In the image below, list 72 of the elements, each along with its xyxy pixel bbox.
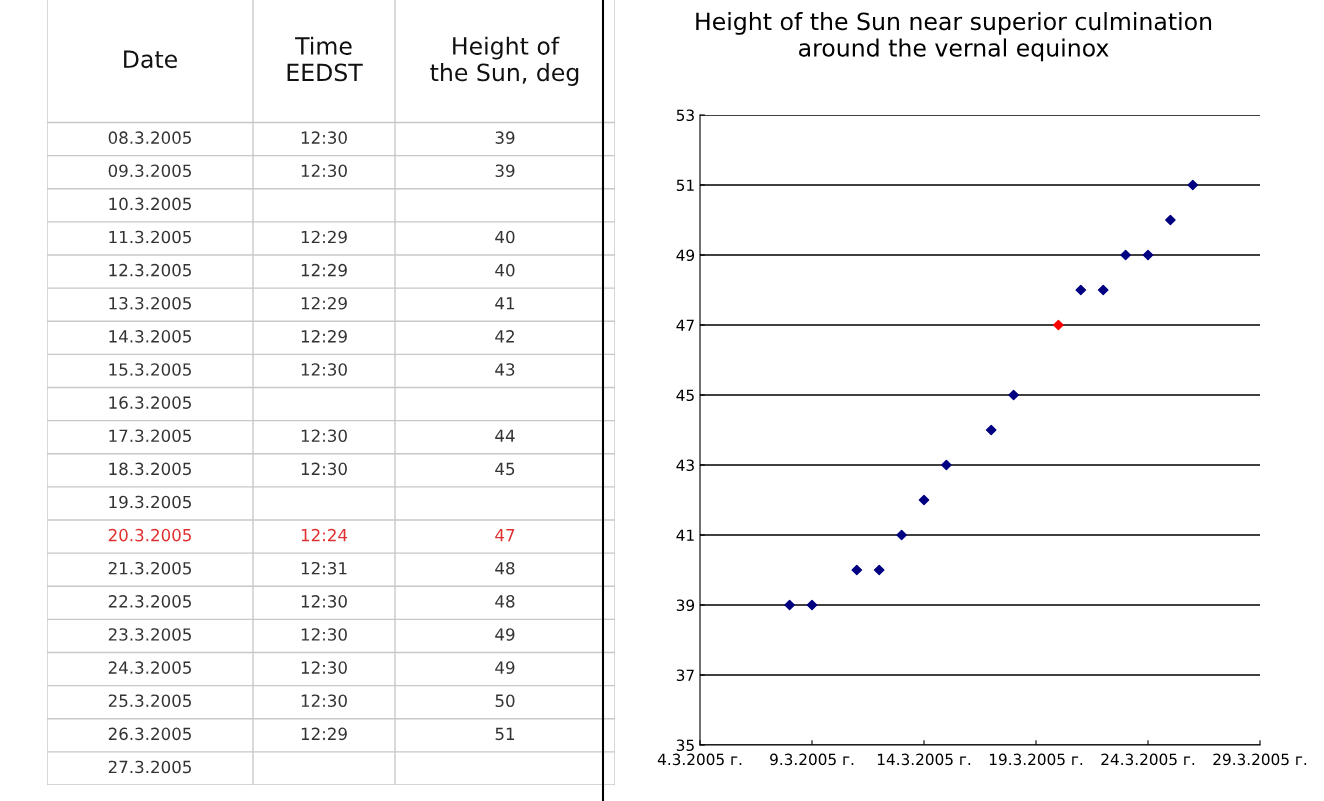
text: 51 bbox=[495, 727, 515, 741]
text: 12:30 bbox=[301, 661, 347, 674]
text: 48 bbox=[495, 595, 515, 608]
category-label: 17.3.2005 bbox=[109, 429, 191, 443]
category-label: 16.3.2005 bbox=[109, 396, 191, 409]
x-tick-label: 4.3.2005 г. bbox=[657, 753, 742, 766]
y-tick-label: 49 bbox=[676, 249, 695, 262]
text: 12:29 bbox=[301, 263, 347, 277]
category-label: 08.3.2005 bbox=[108, 131, 191, 144]
x-tick-label: 14.3.2005 г. bbox=[877, 753, 971, 766]
category-label: 18.3.2005 bbox=[109, 462, 191, 476]
category-label: 15.3.2005 bbox=[109, 363, 191, 376]
text: 45 bbox=[495, 462, 515, 476]
category-label: 21.3.2005 bbox=[108, 561, 191, 575]
x-tick-label: 19.3.2005 г. bbox=[989, 753, 1083, 766]
text: 48 bbox=[495, 561, 515, 575]
text: 12:30 bbox=[301, 462, 347, 476]
category-label: 24.3.2005 bbox=[108, 661, 191, 674]
y-tick-label: 41 bbox=[676, 529, 694, 541]
text: 12:31 bbox=[301, 561, 347, 575]
text: 12:30 bbox=[301, 363, 347, 376]
category-label: 27.3.2005 bbox=[108, 760, 191, 774]
text: 12:30 bbox=[301, 429, 347, 443]
y-tick-label: 35 bbox=[676, 739, 694, 752]
x-tick-label: 29.3.2005 г. bbox=[1213, 753, 1307, 766]
text: 50 bbox=[495, 694, 515, 708]
text: 40 bbox=[495, 230, 515, 244]
text: 40 bbox=[495, 263, 515, 277]
text: 12:24 bbox=[301, 528, 348, 542]
text: 47 bbox=[495, 529, 515, 542]
text: 12:29 bbox=[301, 230, 347, 244]
category-label: 11.3.2005 bbox=[109, 230, 191, 244]
category-label: 09.3.2005 bbox=[108, 164, 191, 178]
text: 12:29 bbox=[301, 727, 347, 741]
category-label: 12.3.2005 bbox=[109, 263, 191, 277]
category-label: 19.3.2005 bbox=[109, 495, 191, 509]
y-tick-label: 43 bbox=[676, 459, 694, 472]
y-tick-label: 37 bbox=[676, 669, 694, 682]
x-tick-label: 9.3.2005 г. bbox=[770, 753, 854, 766]
category-label: 26.3.2005 bbox=[108, 727, 191, 741]
y-tick-label: 53 bbox=[676, 109, 694, 122]
category-label: 14.3.2005 bbox=[109, 330, 191, 343]
chart-title: Height of the Sun near superior culmination around the vernal equinox bbox=[696, 12, 1212, 62]
category-label: 13.3.2005 bbox=[109, 296, 191, 310]
text: 12:30 bbox=[301, 628, 347, 641]
text: 12:29 bbox=[301, 296, 347, 310]
text: 12:30 bbox=[301, 164, 347, 178]
text: 49 bbox=[495, 628, 515, 641]
y-tick-label: 39 bbox=[676, 599, 695, 612]
category-label: 10.3.2005 bbox=[109, 197, 191, 211]
x-tick-label: 24.3.2005 г. bbox=[1101, 753, 1195, 766]
text: 12:30 bbox=[301, 595, 347, 608]
category-label: Height of the Sun, deg bbox=[430, 36, 579, 86]
text: 41 bbox=[495, 297, 515, 310]
text: 39 bbox=[495, 131, 515, 144]
category-label: 23.3.2005 bbox=[108, 628, 191, 641]
y-tick-label: 51 bbox=[676, 179, 694, 192]
category-label: Time EEDST bbox=[287, 36, 363, 82]
text: 39 bbox=[495, 164, 515, 178]
category-label: Date bbox=[124, 50, 177, 69]
text: 12:30 bbox=[301, 131, 347, 144]
category-label: 20.3.2005 bbox=[108, 528, 191, 542]
category-label: 25.3.2005 bbox=[108, 694, 191, 708]
text: 42 bbox=[495, 330, 514, 343]
text: 12:30 bbox=[301, 694, 347, 708]
text: 43 bbox=[495, 363, 515, 376]
text: 49 bbox=[495, 661, 515, 674]
text: 12:29 bbox=[301, 330, 347, 343]
y-tick-label: 45 bbox=[676, 389, 694, 402]
y-tick-label: 47 bbox=[676, 319, 694, 331]
category-label: 22.3.2005 bbox=[108, 595, 191, 608]
text: 44 bbox=[495, 429, 515, 442]
